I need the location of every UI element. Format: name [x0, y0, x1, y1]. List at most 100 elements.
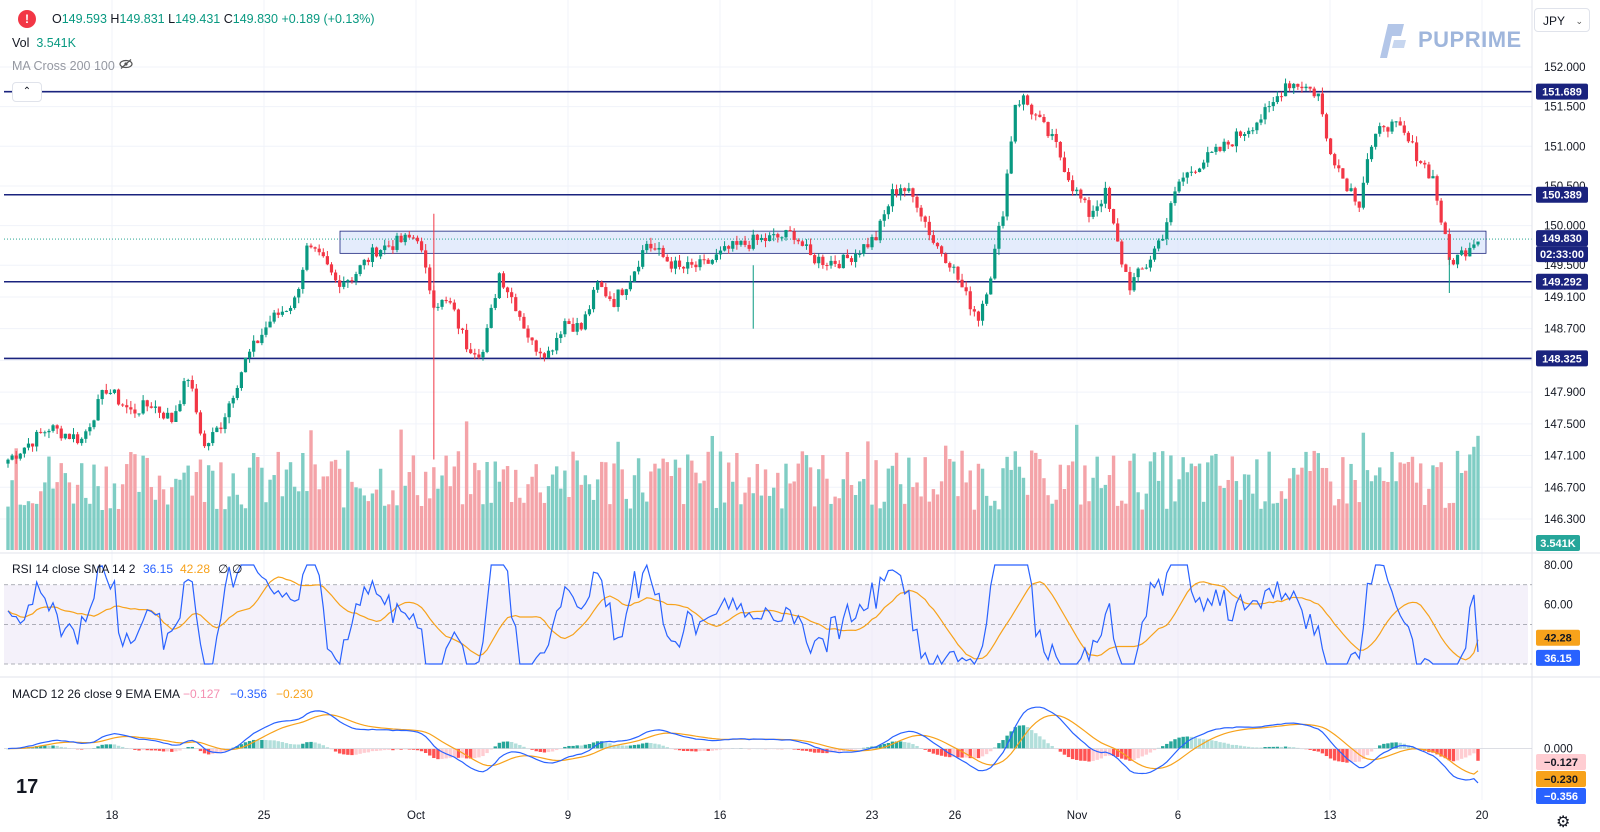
volume-bar: [112, 483, 117, 550]
volume-bar: [1165, 508, 1169, 550]
candle-body: [788, 230, 792, 232]
volume-bar: [456, 451, 461, 550]
volume-bar: [1251, 493, 1255, 550]
volume-bar: [1005, 456, 1009, 550]
candle-body: [202, 433, 207, 447]
volume-bar: [776, 472, 780, 550]
candle-body: [1251, 130, 1255, 132]
candle-body: [59, 428, 63, 439]
macd-histogram-bar: [497, 742, 502, 749]
volume-bar: [956, 496, 960, 550]
candle-body: [866, 244, 870, 248]
gear-icon[interactable]: ⚙: [1556, 814, 1571, 831]
macd-histogram-bar: [890, 741, 895, 749]
macd-histogram-bar: [161, 748, 166, 752]
volume-bar: [194, 471, 199, 550]
macd-histogram-bar: [133, 748, 137, 750]
volume-bar: [358, 488, 362, 550]
macd-signal-axis-label-group: −0.230: [1536, 771, 1586, 787]
volume-bar: [1259, 508, 1263, 550]
candle-body: [1271, 102, 1275, 107]
candle-body: [26, 443, 31, 448]
eye-crossed-icon[interactable]: [119, 59, 133, 69]
volume-bar: [399, 429, 403, 550]
volume-bar: [88, 503, 92, 550]
volume-bars: [6, 421, 1480, 550]
macd-histogram-bar: [1001, 740, 1005, 749]
volume-bar: [165, 504, 170, 550]
volume-bar: [272, 475, 276, 550]
candle-body: [309, 245, 313, 248]
high-value: 149.831: [119, 12, 165, 26]
macd-histogram-bar: [39, 745, 43, 749]
volume-bar: [1107, 475, 1112, 550]
candle-body: [989, 278, 993, 295]
macd-histogram-bar: [616, 744, 620, 749]
volume-bar: [681, 504, 686, 550]
candle-body: [1083, 198, 1087, 201]
candle-body: [280, 311, 284, 315]
candle-body: [1259, 119, 1263, 123]
alert-icon[interactable]: !: [18, 10, 36, 28]
candle-body: [284, 310, 289, 312]
volume-bar: [812, 506, 817, 550]
candle-body: [567, 321, 571, 324]
candle-body: [1013, 104, 1017, 142]
volume-bar: [1279, 491, 1284, 550]
volume-bar: [853, 495, 858, 550]
ma-cross-legend[interactable]: MA Cross 200 100: [12, 59, 115, 73]
macd-histogram-bar: [694, 748, 698, 752]
volume-bar: [1238, 499, 1243, 550]
candle-body: [735, 241, 739, 245]
macd-histogram-bar: [923, 748, 927, 750]
volume-bar: [874, 460, 878, 550]
level-price-label-group: 150.389: [1536, 186, 1588, 203]
volume-bar: [1025, 494, 1030, 550]
candle-body: [939, 246, 944, 254]
candle-body: [837, 263, 841, 269]
volume-bar: [907, 457, 911, 550]
candle-body: [1374, 133, 1378, 147]
macd-histogram-bar: [898, 741, 903, 749]
candle-body: [796, 239, 800, 242]
macd-histogram-bar: [374, 748, 379, 751]
tradingview-logo[interactable]: 17: [16, 776, 39, 798]
macd-histogram-bar: [800, 748, 805, 751]
macd-histogram-bar: [1128, 748, 1132, 761]
volume-bar: [935, 494, 940, 550]
macd-histogram-bar: [157, 748, 162, 751]
level-price-label: 149.292: [1542, 277, 1582, 289]
macd-histogram-bar: [116, 745, 121, 749]
volume-bar: [1214, 453, 1218, 550]
currency-select[interactable]: JPY ⌄: [1534, 8, 1590, 32]
volume-bar: [509, 501, 514, 550]
candle-body: [583, 314, 587, 330]
macd-histogram-bar: [1365, 748, 1370, 756]
macd-histogram-bar: [489, 748, 493, 750]
candle-body: [333, 272, 338, 281]
volume-bar: [383, 505, 387, 550]
volume-bar: [325, 476, 330, 550]
candle-body: [604, 287, 608, 297]
macd-histogram-bar: [1382, 743, 1386, 749]
volume-bar: [239, 504, 244, 550]
macd-histogram-bar: [1042, 739, 1046, 749]
candle-body: [780, 237, 784, 239]
countdown-label-group: 02:33:00: [1536, 246, 1588, 263]
rsi-sma-axis-label-bg: [1536, 629, 1580, 646]
macd-histogram-bar: [817, 748, 821, 753]
macd-histogram-bar: [1111, 748, 1116, 756]
candle-body: [1468, 247, 1472, 257]
volume-bar: [280, 496, 285, 550]
volume-bar: [804, 455, 809, 550]
volume-bar: [915, 482, 919, 550]
candle-body: [1197, 168, 1202, 173]
level-price-label: 151.689: [1542, 87, 1582, 99]
candle-body: [374, 247, 379, 257]
volume-bar: [522, 502, 526, 550]
macd-histogram-bar: [1316, 748, 1321, 752]
candle-body: [620, 289, 624, 295]
collapse-legend-button[interactable]: ⌃: [12, 82, 42, 102]
candle-body: [92, 420, 96, 428]
